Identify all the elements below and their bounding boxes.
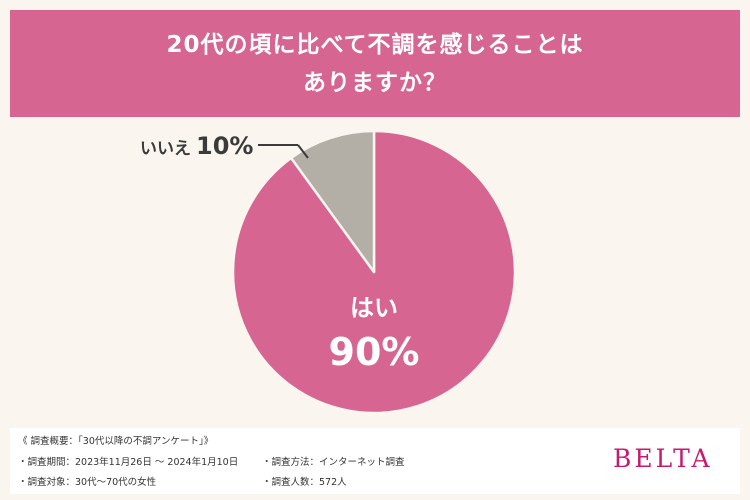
no-slice <box>289 129 376 274</box>
yes-slice-label: はい <box>350 294 398 322</box>
no-slice-label: いいえ <box>140 139 191 159</box>
survey-period: ・調査期間：2023年11月26日 〜 2024年1月10日 <box>18 457 239 468</box>
title-line-1: 20代の頃に比べて不調を感じることは <box>166 31 584 58</box>
survey-overview: 《 調査概要：「30代以降の不調アンケート」》 <box>18 436 214 447</box>
no-leader-line-tick <box>297 144 309 159</box>
survey-target: ・調査対象：30代〜70代の女性 <box>18 477 157 488</box>
pie-slices <box>231 129 517 415</box>
title-line-2: ありますか？ <box>303 69 447 96</box>
belta-logo: BELTA <box>613 444 713 473</box>
title-banner: 20代の頃に比べて不調を感じることは ありますか？ <box>10 10 740 117</box>
survey-method: ・調査方法：インターネット調査 <box>262 457 405 468</box>
survey-count: ・調査人数：572人 <box>262 477 347 488</box>
survey-footer: 《 調査概要：「30代以降の不調アンケート」》 ・調査期間：2023年11月26… <box>10 428 740 494</box>
yes-slice-value: 90% <box>329 330 420 374</box>
no-slice-value: 10% <box>196 132 253 160</box>
